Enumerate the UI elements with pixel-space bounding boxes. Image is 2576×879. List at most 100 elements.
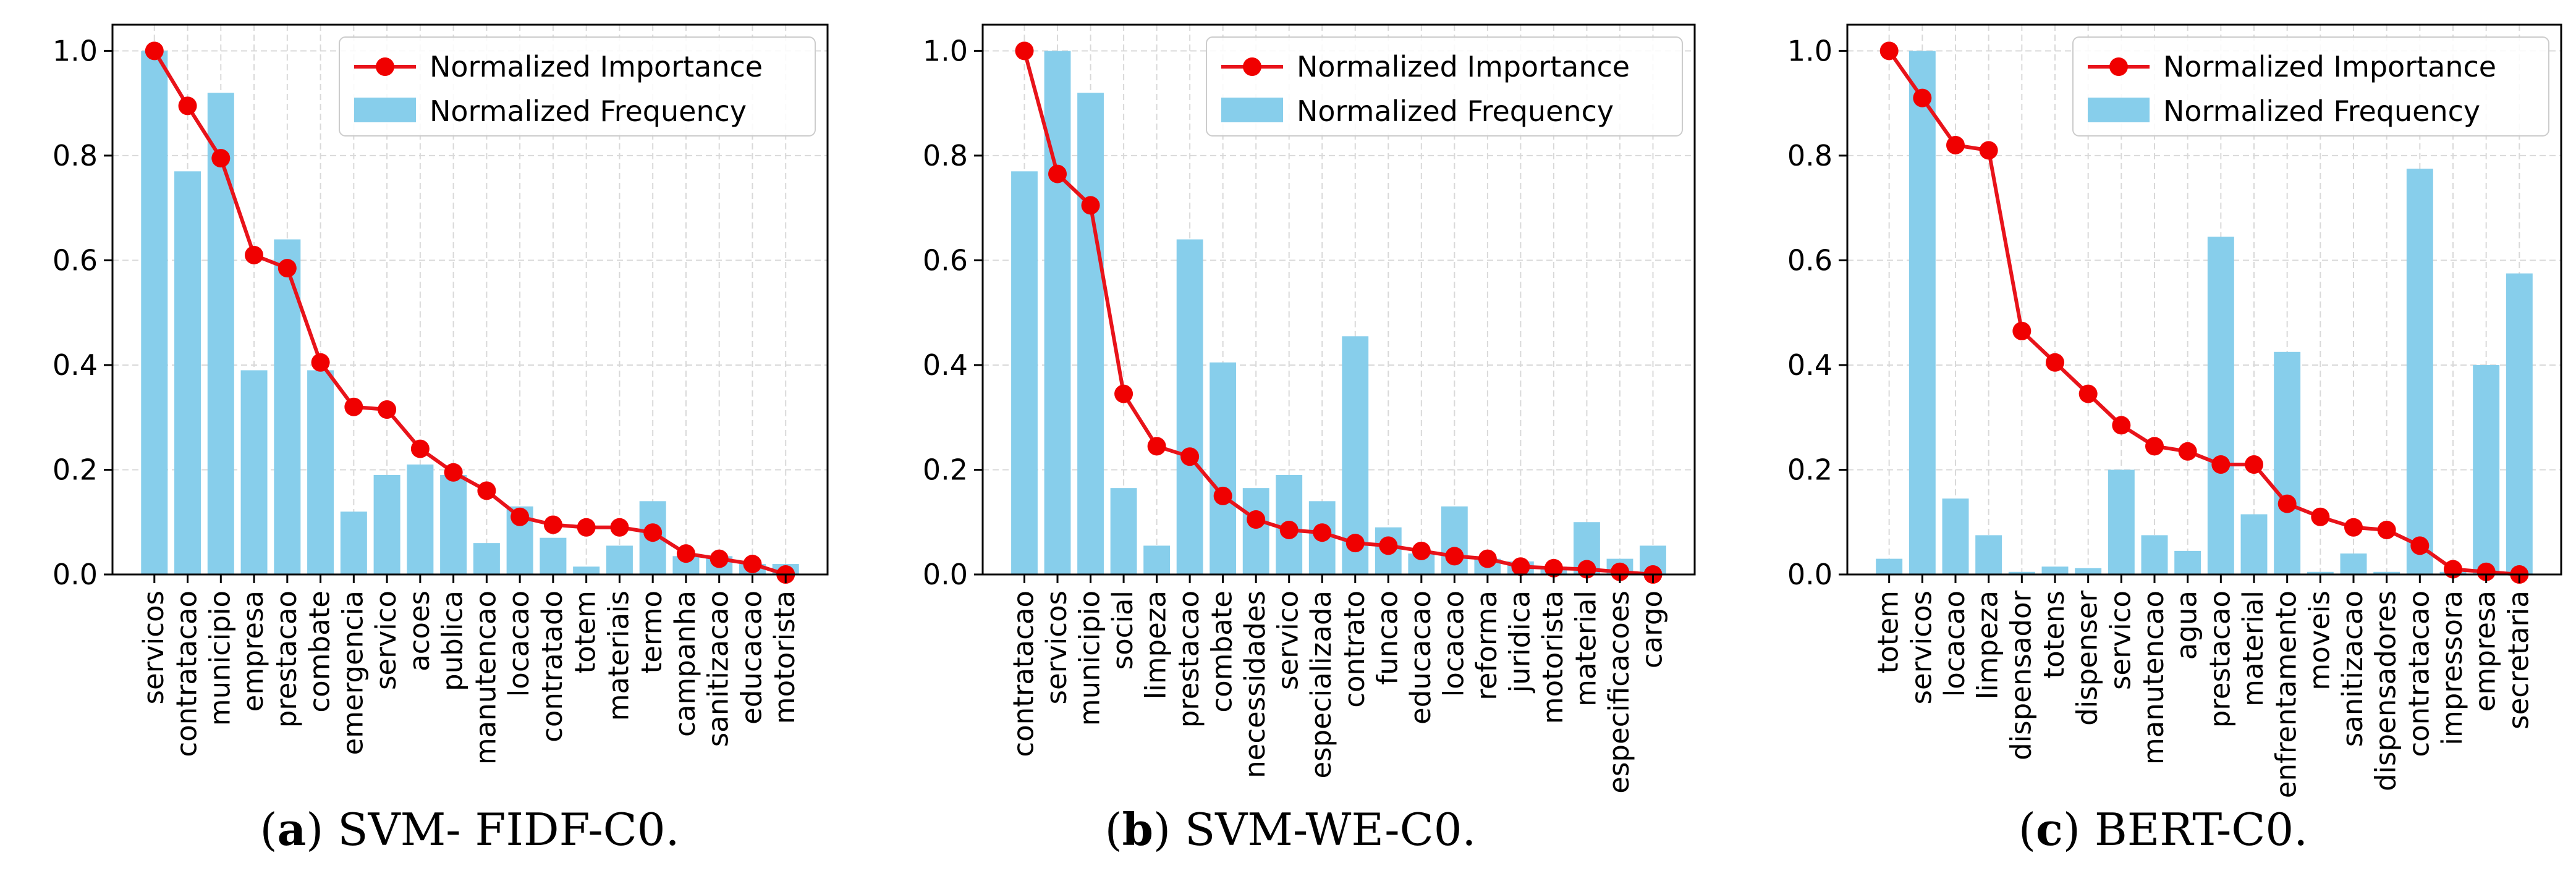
x-tick-label: dispensadores — [2370, 591, 2402, 791]
y-tick-label: 0.4 — [923, 348, 968, 382]
legend-importance-label: Normalized Importance — [2163, 50, 2496, 83]
y-tick-label: 0.8 — [53, 139, 98, 172]
x-tick-label: sanitizacao — [702, 591, 735, 747]
x-tick-label: material — [2237, 591, 2269, 707]
importance-point-municipio — [211, 149, 231, 168]
bar-combate — [307, 370, 334, 574]
importance-point-educacao — [743, 555, 762, 574]
x-tick-label: motorista — [768, 591, 801, 724]
x-tick-label: servico — [1272, 591, 1305, 690]
legend-importance-marker — [2109, 57, 2128, 76]
importance-point-termo — [643, 523, 663, 542]
x-tick-label: servico — [2104, 591, 2137, 690]
x-tick-label: campanha — [669, 591, 701, 737]
plot-frame — [111, 23, 829, 576]
x-tick-label: empresa — [2469, 591, 2502, 712]
importance-point-combate — [311, 353, 330, 372]
importance-point-prestacao — [278, 259, 297, 278]
caption-letter: b — [1122, 803, 1153, 856]
x-tick-label: termo — [635, 591, 668, 673]
x-tick-label: sanitizacao — [2336, 591, 2369, 747]
bar-acoes — [407, 465, 434, 574]
x-tick-label: agua — [2171, 591, 2203, 660]
importance-point-servicos — [1048, 164, 1067, 183]
x-tick-label: servico — [370, 591, 402, 690]
x-tick-label: combate — [1206, 591, 1239, 713]
y-tick-label: 0.6 — [53, 243, 98, 277]
bar-servico — [373, 474, 400, 574]
importance-point-enfrentamento — [2277, 494, 2297, 513]
x-tick-label: totem — [1872, 591, 1905, 673]
importance-point-manutencao — [2145, 437, 2164, 456]
x-tick-label: educacao — [735, 591, 768, 725]
caption-open: ( — [2019, 804, 2036, 856]
x-tick-label: necessidades — [1239, 591, 1271, 778]
importance-point-servicos — [145, 41, 164, 61]
caption-text: ) BERT-C0. — [2063, 804, 2308, 856]
bar-agua — [2174, 550, 2201, 574]
x-tick-label: prestacao — [1172, 591, 1205, 728]
y-tick-label: 0.2 — [923, 453, 968, 486]
caption-letter: c — [2036, 803, 2063, 856]
importance-point-servico — [2112, 416, 2131, 435]
y-tick-label: 0.4 — [1787, 348, 1832, 382]
legend-box — [1206, 36, 1683, 137]
chart-panel-c: 0.0 0.2 0.4 0.6 0.8 1.0 totem servicos locacao li… — [1787, 23, 2562, 856]
importance-point-educacao — [1412, 541, 1431, 560]
x-tick-label: material — [1569, 591, 1602, 707]
importance-point-servicos — [1913, 88, 1932, 107]
legend-importance-label: Normalized Importance — [1297, 50, 1630, 83]
x-tick-label: prestacao — [2203, 591, 2236, 728]
x-tick-label: motorista — [1536, 591, 1569, 724]
bar-totem — [1876, 558, 1903, 574]
x-tick-label: materiais — [602, 591, 635, 721]
y-tick-label: 1.0 — [1787, 34, 1832, 67]
importance-point-motorista — [1544, 558, 1563, 578]
importance-point-dispenser — [2078, 384, 2098, 403]
importance-point-prestacao — [2211, 455, 2231, 474]
x-tick-label: contratacao — [2402, 591, 2435, 757]
bar-contratacao — [2406, 169, 2433, 575]
importance-point-contratacao — [1015, 41, 1034, 61]
chart-panel-a: 0.0 0.2 0.4 0.6 0.8 1.0 servicos contratacao mun… — [53, 23, 829, 856]
importance-point-contratacao — [2410, 536, 2430, 555]
importance-point-necessidades — [1247, 510, 1266, 529]
legend: Normalized Importance Normalized Frequenc… — [2072, 36, 2549, 137]
legend: Normalized Importance Normalized Frequenc… — [339, 36, 816, 137]
y-tick-label: 0.8 — [1787, 139, 1832, 172]
bar-manutencao — [473, 543, 500, 574]
caption-text: ) SVM- FIDF-C0. — [306, 804, 679, 856]
x-tick-label: especializada — [1305, 591, 1337, 779]
x-tick-label: servicos — [1040, 591, 1073, 704]
x-tick-label: dispensador — [2004, 591, 2037, 760]
bar-empresa — [2473, 364, 2500, 574]
bar-servicos — [1044, 51, 1071, 574]
importance-point-empresa — [2476, 562, 2496, 581]
importance-point-servico — [1279, 520, 1299, 539]
x-tick-label: prestacao — [270, 591, 303, 728]
x-tick-label: limpeza — [1140, 591, 1172, 699]
legend-frequency-label: Normalized Frequency — [2163, 95, 2480, 128]
bar-locacao — [1942, 498, 1969, 574]
importance-point-dispensadores — [2377, 520, 2396, 539]
y-tick-label: 0.2 — [53, 453, 98, 486]
importance-point-contratacao — [178, 96, 197, 116]
importance-point-emergencia — [344, 397, 363, 416]
caption-open: ( — [1105, 804, 1122, 856]
x-tick-label: empresa — [237, 591, 269, 712]
importance-point-municipio — [1081, 196, 1100, 215]
legend-frequency-swatch — [354, 98, 416, 122]
importance-point-especificacoes — [1610, 562, 1629, 581]
bar-limpeza — [1143, 545, 1171, 574]
importance-point-moveis — [2311, 507, 2330, 526]
x-tick-label: impressora — [2436, 591, 2468, 746]
x-tick-label: locacao — [1938, 591, 1971, 697]
importance-point-locacao — [511, 507, 530, 526]
importance-point-totem — [1879, 41, 1899, 61]
importance-point-sanitizacao — [2344, 518, 2363, 537]
x-tick-label: limpeza — [1972, 591, 2004, 699]
x-tick-label: funcao — [1371, 591, 1404, 685]
x-tick-label: acoes — [403, 591, 436, 671]
bar-contratado — [540, 537, 567, 574]
bar-publica — [440, 474, 467, 574]
